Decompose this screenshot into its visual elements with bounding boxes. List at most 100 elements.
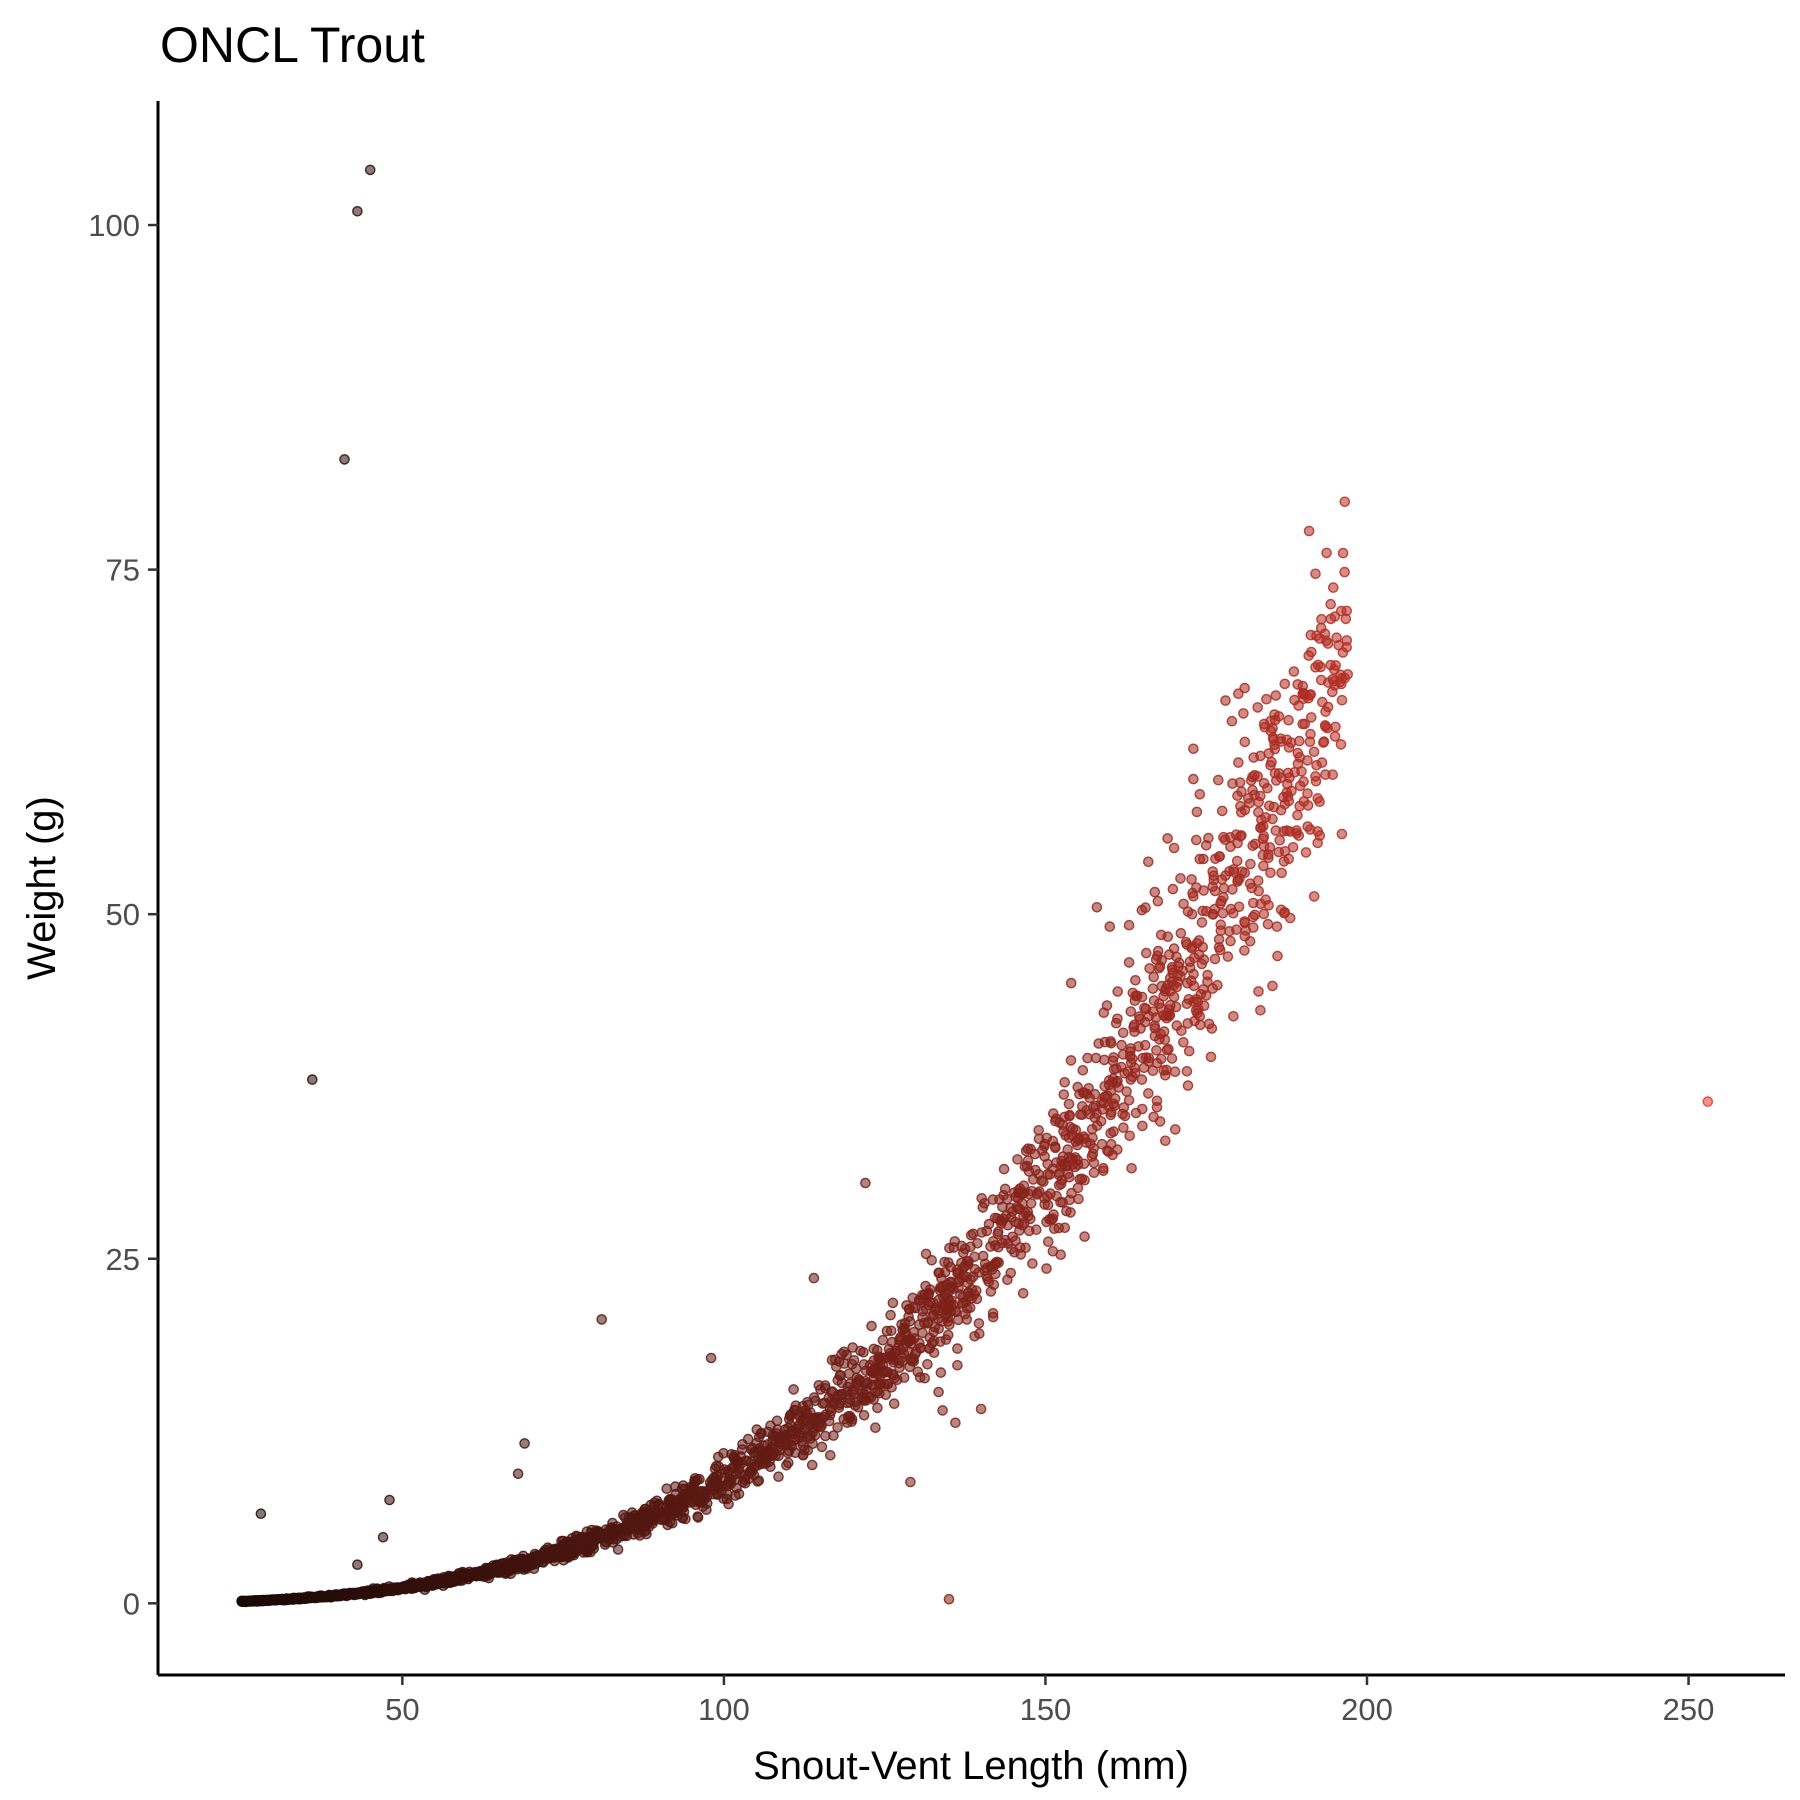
- data-point: [1288, 666, 1300, 677]
- data-point: [1248, 922, 1259, 933]
- data-point: [985, 1286, 997, 1297]
- data-point: [559, 1545, 570, 1556]
- data-point: [1186, 908, 1198, 920]
- data-point: [1084, 1092, 1096, 1104]
- data-point: [1245, 858, 1256, 870]
- data-point: [965, 1229, 977, 1241]
- data-point: [728, 1451, 740, 1463]
- data-point: [1333, 640, 1344, 651]
- data-point: [1076, 1173, 1088, 1185]
- outlier-point: [384, 1494, 395, 1506]
- data-point: [1271, 921, 1283, 932]
- data-point: [1022, 1206, 1033, 1218]
- data-point: [935, 1367, 947, 1378]
- data-point: [896, 1352, 908, 1364]
- data-point: [1162, 833, 1173, 844]
- data-point: [1123, 919, 1135, 931]
- data-point: [1318, 737, 1329, 748]
- data-point: [1150, 954, 1162, 965]
- data-point: [1220, 870, 1231, 881]
- data-point: [470, 1568, 482, 1579]
- data-point: [692, 1512, 704, 1523]
- data-point: [1284, 826, 1296, 837]
- data-point: [1130, 975, 1141, 986]
- data-point: [1171, 1020, 1183, 1031]
- data-point: [453, 1574, 465, 1585]
- data-point: [1236, 786, 1247, 798]
- data-point: [1042, 1168, 1053, 1180]
- data-point: [850, 1396, 861, 1407]
- data-point: [1249, 909, 1261, 921]
- data-point: [1315, 622, 1327, 634]
- data-point: [1300, 847, 1312, 858]
- data-point: [1136, 1074, 1148, 1085]
- data-point: [1265, 867, 1276, 879]
- data-point: [1239, 916, 1250, 927]
- data-point: [388, 1582, 400, 1593]
- outlier-point: [950, 1417, 961, 1429]
- data-point: [1104, 921, 1116, 932]
- data-point: [1148, 995, 1160, 1006]
- data-point: [868, 1394, 879, 1405]
- data-point: [1258, 830, 1270, 842]
- data-point: [1181, 1066, 1193, 1077]
- data-point: [1093, 1038, 1104, 1049]
- outlier-point: [1702, 1096, 1714, 1107]
- data-point: [1340, 613, 1352, 625]
- data-point: [855, 1345, 866, 1357]
- data-point: [1285, 737, 1297, 749]
- data-point: [1167, 883, 1179, 895]
- data-point: [1306, 712, 1317, 723]
- data-point: [1017, 1288, 1029, 1299]
- data-point: [952, 1268, 963, 1279]
- data-point: [443, 1570, 455, 1582]
- data-point: [807, 1438, 818, 1450]
- data-point: [1216, 805, 1228, 817]
- data-point: [862, 1377, 874, 1389]
- y-axis-ticks: 0 25 50 75 100: [88, 208, 158, 1621]
- data-point: [1126, 1163, 1137, 1174]
- data-point: [1245, 775, 1257, 786]
- data-point: [1232, 874, 1244, 886]
- data-point: [1322, 722, 1333, 734]
- data-point: [1072, 1182, 1084, 1194]
- data-point: [1231, 855, 1243, 867]
- data-point: [1310, 771, 1321, 782]
- data-point: [1302, 788, 1313, 799]
- data-point: [873, 1378, 885, 1389]
- data-point: [1321, 547, 1332, 559]
- data-point: [789, 1404, 800, 1416]
- data-point: [783, 1445, 795, 1457]
- data-point: [904, 1361, 916, 1373]
- data-point: [1103, 1079, 1115, 1091]
- data-point: [1193, 935, 1205, 946]
- data-point: [907, 1292, 919, 1304]
- data-point: [1267, 980, 1278, 992]
- data-point: [987, 1308, 999, 1319]
- data-point: [1175, 928, 1187, 939]
- data-point: [361, 1587, 373, 1598]
- data-point: [1102, 1090, 1113, 1102]
- data-point: [1149, 886, 1161, 898]
- data-point: [1112, 1144, 1123, 1155]
- data-point: [1108, 1052, 1119, 1063]
- data-point: [733, 1488, 745, 1500]
- data-point: [1117, 1027, 1129, 1039]
- data-point: [1296, 766, 1307, 777]
- data-point: [1279, 678, 1291, 690]
- data-point: [1001, 1193, 1013, 1205]
- data-point: [674, 1493, 686, 1505]
- data-point: [1191, 806, 1203, 818]
- outlier-point: [377, 1531, 389, 1543]
- data-point: [1215, 919, 1227, 931]
- data-point: [1303, 650, 1314, 661]
- data-point: [1144, 963, 1155, 974]
- data-point: [1236, 830, 1247, 841]
- data-point: [588, 1543, 600, 1554]
- data-point: [1265, 760, 1276, 771]
- data-point: [621, 1530, 633, 1542]
- data-point: [1260, 894, 1271, 906]
- data-point: [1079, 1231, 1090, 1242]
- data-point: [1178, 1037, 1189, 1048]
- data-point: [1021, 1160, 1033, 1172]
